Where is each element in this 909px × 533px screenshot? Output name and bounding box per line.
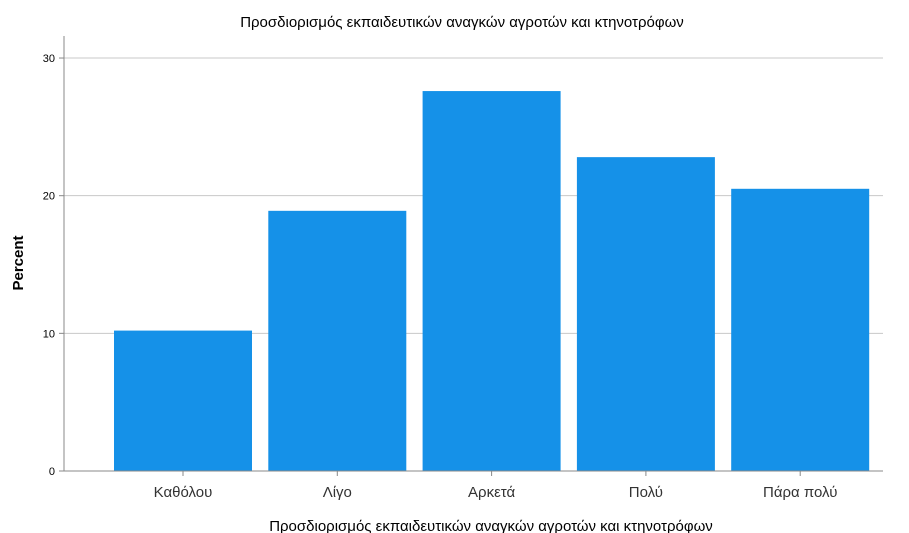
bars: [114, 91, 870, 472]
y-tick-label: 20: [43, 191, 55, 203]
bar: [114, 330, 252, 471]
x-tick-label: Πολύ: [629, 484, 663, 501]
x-tick-label: Καθόλου: [154, 484, 213, 501]
y-tick-label: 30: [43, 53, 55, 65]
x-tick-label: Πάρα πολύ: [763, 484, 837, 501]
y-tick-label: 10: [43, 328, 55, 340]
y-tick-label: 0: [49, 466, 55, 478]
bar: [422, 91, 561, 471]
x-tick-label: Λίγο: [323, 484, 352, 501]
x-axis-title: Προσδιορισμός εκπαιδευτικών αναγκών αγρο…: [269, 518, 713, 533]
bar: [731, 188, 870, 471]
bar: [268, 210, 407, 472]
axes: [59, 36, 883, 476]
tick-labels: 0 10 20 30 Καθόλου Λίγο Αρκετά Πολύ Πάρα πολύ: [43, 53, 838, 501]
bar: [576, 157, 715, 472]
chart-title: Προσδιορισμός εκπαιδευτικών αναγκών αγρο…: [240, 14, 684, 31]
x-tick-label: Αρκετά: [468, 484, 515, 501]
y-axis-title: Percent: [10, 235, 27, 290]
